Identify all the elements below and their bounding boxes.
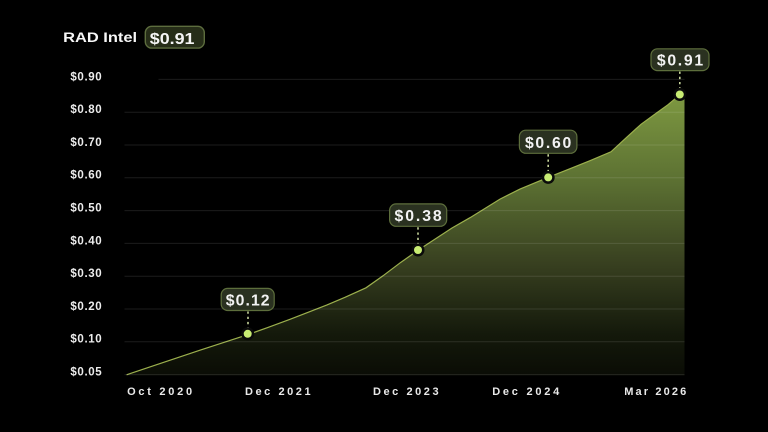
svg-text:$0.10: $0.10 xyxy=(70,334,101,346)
svg-text:$0.70: $0.70 xyxy=(70,137,101,149)
svg-text:$0.91: $0.91 xyxy=(657,53,704,70)
svg-text:$0.05: $0.05 xyxy=(70,367,102,379)
svg-text:$0.40: $0.40 xyxy=(70,235,101,247)
svg-text:$0.12: $0.12 xyxy=(226,293,270,310)
svg-text:$0.91: $0.91 xyxy=(150,31,195,48)
svg-text:Dec 2024: Dec 2024 xyxy=(492,386,560,398)
svg-text:Dec 2021: Dec 2021 xyxy=(245,386,311,398)
svg-text:$0.30: $0.30 xyxy=(70,268,101,280)
svg-text:$0.20: $0.20 xyxy=(70,301,101,313)
svg-text:$0.50: $0.50 xyxy=(70,203,101,215)
svg-text:$0.60: $0.60 xyxy=(70,170,101,182)
svg-text:Dec 2023: Dec 2023 xyxy=(373,386,439,398)
svg-text:$0.60: $0.60 xyxy=(525,135,572,152)
svg-text:$0.38: $0.38 xyxy=(395,208,442,225)
svg-text:$0.80: $0.80 xyxy=(70,104,101,116)
svg-text:$0.90: $0.90 xyxy=(70,71,101,83)
svg-text:RAD Intel: RAD Intel xyxy=(63,30,137,45)
